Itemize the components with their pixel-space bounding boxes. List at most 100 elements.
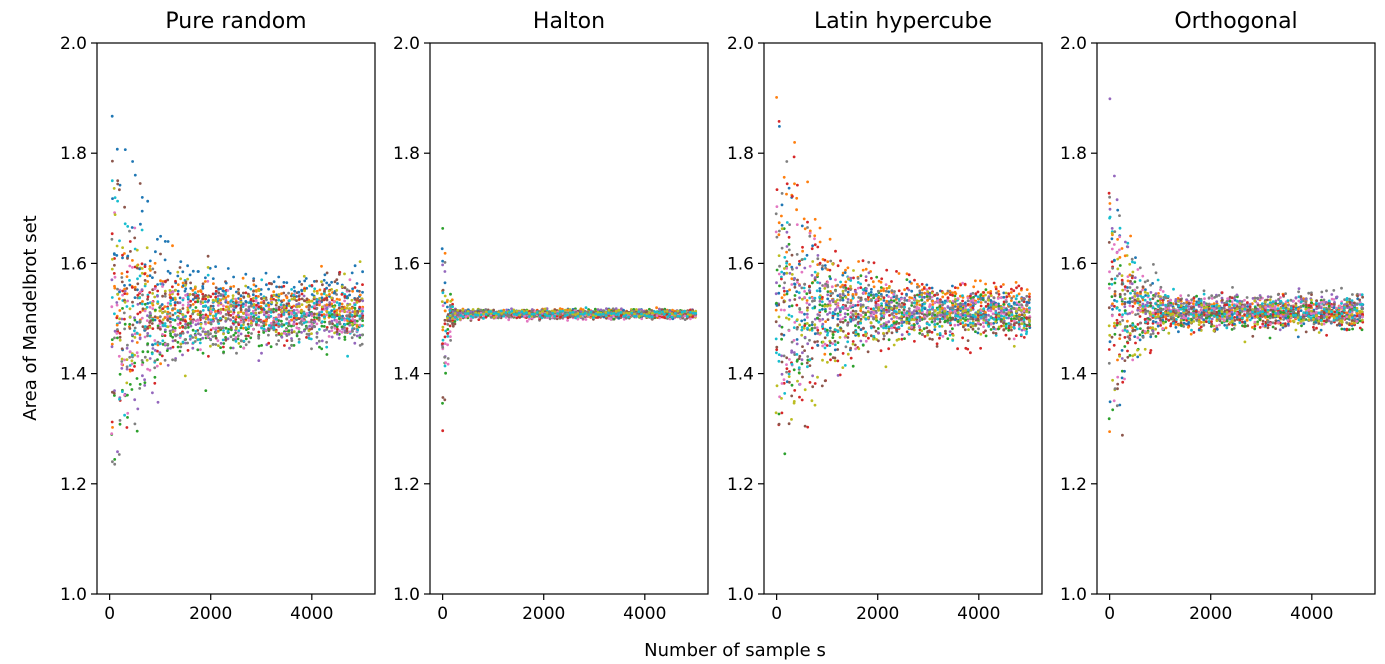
data-point [118, 290, 121, 294]
data-point [179, 260, 183, 263]
data-point [125, 365, 129, 369]
data-point [614, 307, 618, 311]
data-point [214, 289, 218, 293]
data-point [133, 422, 137, 426]
data-point [593, 307, 597, 311]
data-point [533, 310, 537, 313]
data-point [231, 316, 235, 319]
data-point [300, 303, 304, 306]
data-point [140, 359, 144, 362]
data-point [229, 318, 233, 322]
data-point [826, 260, 830, 263]
data-point [358, 344, 362, 347]
data-point [879, 289, 883, 293]
data-point [828, 275, 832, 278]
data-point [634, 314, 638, 318]
data-point [355, 301, 359, 304]
data-point [159, 362, 163, 366]
data-point [110, 278, 114, 282]
data-point [335, 289, 339, 292]
data-point [446, 362, 450, 366]
data-point [156, 283, 160, 286]
data-point [277, 315, 281, 319]
data-point [255, 323, 258, 327]
data-point [221, 326, 225, 329]
data-point [313, 320, 316, 323]
data-point [262, 327, 266, 331]
data-point [325, 313, 328, 317]
data-point [146, 280, 150, 283]
data-point [303, 289, 306, 293]
data-point [287, 323, 291, 326]
data-point [231, 294, 235, 297]
data-point [312, 301, 316, 305]
data-point [138, 319, 142, 323]
data-point [128, 307, 132, 311]
data-point [242, 346, 246, 350]
data-point [153, 339, 157, 342]
data-point [576, 315, 580, 318]
data-point [136, 266, 139, 270]
x-tick-label: 4000 [623, 604, 666, 624]
data-point [214, 299, 218, 303]
data-point [161, 333, 164, 336]
data-point [320, 310, 324, 314]
data-point [596, 311, 600, 314]
data-point [163, 334, 167, 337]
data-point [916, 282, 919, 286]
data-point [118, 338, 122, 342]
data-point [295, 299, 298, 302]
x-tick-label: 2000 [522, 604, 565, 624]
data-point [658, 307, 661, 311]
data-point [527, 311, 531, 315]
data-point [239, 297, 243, 301]
data-point [1012, 295, 1016, 298]
data-point [889, 296, 893, 300]
data-point [548, 314, 552, 318]
data-point [116, 328, 119, 331]
data-point [242, 316, 246, 319]
data-point [826, 297, 830, 301]
data-point [287, 329, 291, 333]
data-point [569, 311, 572, 315]
data-point [136, 332, 139, 335]
data-point [237, 323, 241, 326]
data-point [309, 320, 313, 324]
data-point [117, 453, 121, 456]
data-point [836, 294, 840, 297]
data-point [143, 355, 147, 359]
data-point [135, 377, 139, 380]
data-point [905, 330, 909, 334]
data-point [239, 294, 243, 298]
data-point [262, 321, 266, 325]
data-point [782, 175, 786, 179]
data-point [946, 337, 950, 340]
data-point [158, 315, 162, 318]
data-point [217, 301, 221, 305]
data-point [161, 318, 165, 321]
data-point [816, 331, 820, 335]
data-point [574, 310, 578, 314]
data-point [775, 345, 779, 349]
data-point [844, 334, 848, 338]
data-point [670, 312, 674, 315]
data-point [262, 313, 266, 317]
data-point [186, 323, 190, 327]
data-point [136, 277, 139, 281]
data-point [229, 335, 233, 339]
data-point [350, 336, 354, 340]
data-point [125, 346, 129, 350]
data-point [694, 309, 698, 313]
data-point [209, 328, 213, 332]
data-point [158, 319, 162, 323]
data-point [530, 309, 533, 313]
data-point [543, 313, 547, 316]
data-point [181, 331, 185, 335]
data-point [222, 329, 225, 332]
data-point [658, 311, 661, 315]
data-point [163, 358, 167, 362]
data-point [216, 309, 220, 313]
data-point [148, 305, 152, 309]
data-point [797, 291, 801, 295]
data-point [111, 460, 114, 464]
